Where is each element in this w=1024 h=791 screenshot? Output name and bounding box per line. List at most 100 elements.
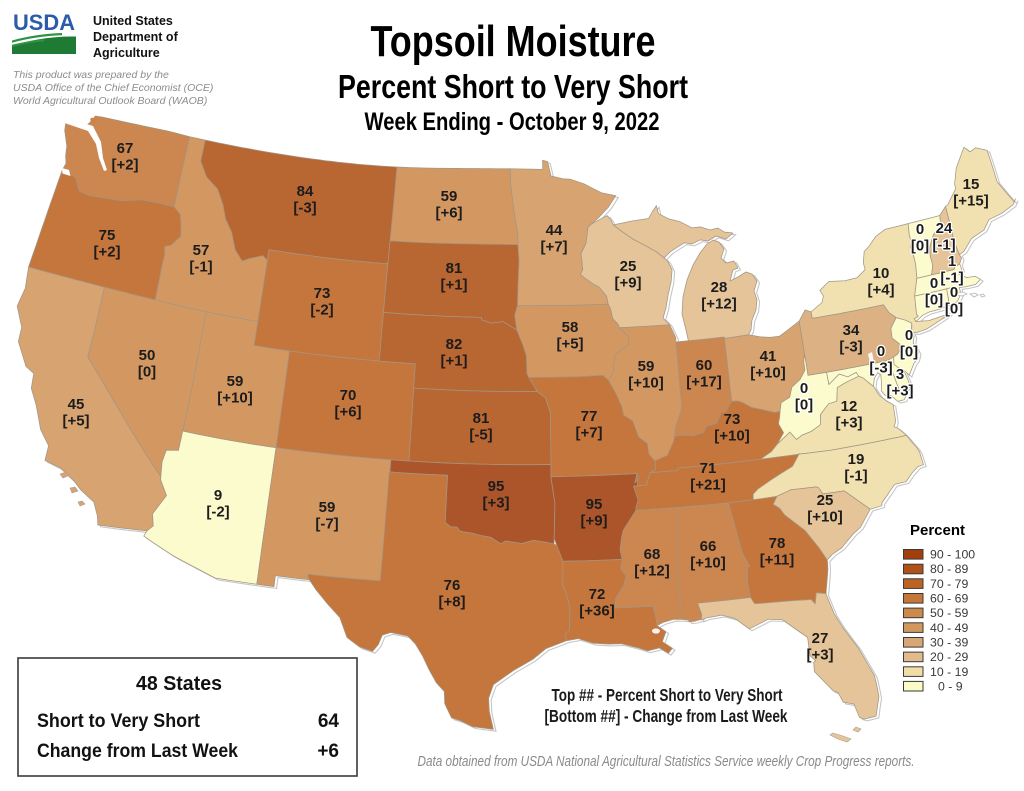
svg-text:[0]: [0] — [925, 292, 943, 309]
svg-text:[+11]: [+11] — [760, 552, 795, 569]
svg-text:Change from Last Week: Change from Last Week — [37, 741, 238, 762]
svg-text:[+3]: [+3] — [482, 495, 509, 512]
svg-text:27: 27 — [812, 630, 829, 647]
svg-text:[-2]: [-2] — [310, 302, 333, 319]
svg-text:[+6]: [+6] — [334, 404, 361, 421]
svg-text:57: 57 — [193, 242, 210, 259]
svg-text:[-3]: [-3] — [293, 200, 316, 217]
svg-text:[+10]: [+10] — [807, 509, 842, 526]
svg-text:[+10]: [+10] — [628, 375, 663, 392]
svg-text:[+17]: [+17] — [686, 374, 721, 391]
svg-text:80 - 89: 80 - 89 — [930, 562, 968, 576]
svg-text:70 - 79: 70 - 79 — [930, 577, 968, 591]
svg-text:60: 60 — [696, 357, 713, 374]
svg-text:67: 67 — [117, 140, 134, 157]
svg-text:68: 68 — [644, 546, 661, 563]
svg-text:Department of: Department of — [93, 30, 179, 44]
svg-text:50: 50 — [139, 347, 156, 364]
svg-text:71: 71 — [700, 460, 717, 477]
svg-text:3: 3 — [896, 366, 904, 383]
svg-text:45: 45 — [68, 396, 85, 413]
svg-text:10: 10 — [873, 265, 890, 282]
svg-text:59: 59 — [227, 373, 244, 390]
svg-text:81: 81 — [473, 410, 490, 427]
svg-text:72: 72 — [589, 586, 606, 603]
svg-text:Agriculture: Agriculture — [93, 46, 160, 60]
svg-text:Percent Short to Very Short: Percent Short to Very Short — [338, 68, 688, 105]
svg-text:[+4]: [+4] — [867, 282, 894, 299]
svg-text:34: 34 — [843, 322, 860, 339]
svg-text:[+3]: [+3] — [835, 415, 862, 432]
svg-text:[+8]: [+8] — [438, 594, 465, 611]
svg-text:[-1]: [-1] — [189, 259, 212, 276]
svg-text:[-2]: [-2] — [206, 504, 229, 521]
svg-text:[+1]: [+1] — [440, 277, 467, 294]
svg-text:[+2]: [+2] — [93, 244, 120, 261]
svg-text:World Agricultural Outlook Boa: World Agricultural Outlook Board (WAOB) — [13, 95, 207, 107]
svg-text:[+10]: [+10] — [217, 390, 252, 407]
svg-text:30 - 39: 30 - 39 — [930, 636, 968, 650]
svg-text:USDA: USDA — [13, 10, 75, 35]
svg-text:[0]: [0] — [138, 364, 156, 381]
svg-text:[0]: [0] — [900, 344, 918, 361]
svg-text:Week Ending - October 9, 2022: Week Ending - October 9, 2022 — [365, 108, 660, 136]
svg-text:0: 0 — [950, 284, 958, 301]
svg-text:75: 75 — [99, 227, 116, 244]
svg-text:81: 81 — [446, 260, 463, 277]
svg-text:10 - 19: 10 - 19 — [930, 665, 968, 679]
svg-text:[+9]: [+9] — [580, 513, 607, 530]
svg-text:+6: +6 — [317, 741, 339, 762]
svg-text:64: 64 — [318, 711, 340, 732]
svg-text:[+5]: [+5] — [556, 336, 583, 353]
svg-text:12: 12 — [841, 398, 858, 415]
svg-text:[+10]: [+10] — [690, 555, 725, 572]
svg-text:73: 73 — [724, 411, 741, 428]
svg-text:19: 19 — [848, 451, 865, 468]
svg-text:59: 59 — [441, 188, 458, 205]
svg-text:0 - 9: 0 - 9 — [938, 679, 963, 693]
svg-text:60 - 69: 60 - 69 — [930, 592, 968, 606]
svg-text:[-3]: [-3] — [839, 339, 862, 356]
svg-text:[+2]: [+2] — [111, 157, 138, 174]
svg-text:[0]: [0] — [795, 397, 813, 414]
svg-text:9: 9 — [214, 487, 222, 504]
svg-text:0: 0 — [905, 327, 913, 344]
svg-text:25: 25 — [817, 492, 834, 509]
svg-text:77: 77 — [581, 408, 598, 425]
svg-text:0: 0 — [800, 380, 808, 397]
svg-text:[-3]: [-3] — [869, 360, 892, 377]
svg-text:[+21]: [+21] — [690, 477, 725, 494]
svg-text:[+7]: [+7] — [575, 425, 602, 442]
svg-text:[+3]: [+3] — [886, 383, 913, 400]
svg-text:73: 73 — [314, 285, 331, 302]
svg-text:[+36]: [+36] — [579, 603, 614, 620]
svg-text:[-1]: [-1] — [932, 237, 955, 254]
svg-text:Topsoil Moisture: Topsoil Moisture — [371, 17, 656, 66]
svg-text:0: 0 — [930, 275, 938, 292]
svg-text:70: 70 — [340, 387, 357, 404]
svg-text:20 - 29: 20 - 29 — [930, 650, 968, 664]
svg-text:[+12]: [+12] — [701, 296, 736, 313]
svg-text:This product was prepared by t: This product was prepared by the — [13, 69, 169, 81]
svg-text:95: 95 — [586, 496, 603, 513]
svg-text:25: 25 — [620, 258, 637, 275]
svg-text:58: 58 — [562, 319, 579, 336]
svg-text:[+3]: [+3] — [806, 647, 833, 664]
svg-text:[Bottom ##] - Change from Last: [Bottom ##] - Change from Last Week — [545, 706, 788, 726]
svg-text:66: 66 — [700, 538, 717, 555]
svg-text:90 - 100: 90 - 100 — [930, 548, 975, 562]
svg-text:[-5]: [-5] — [469, 427, 492, 444]
svg-text:24: 24 — [936, 220, 953, 237]
svg-text:[+12]: [+12] — [634, 563, 669, 580]
svg-text:84: 84 — [297, 183, 314, 200]
svg-text:[+7]: [+7] — [540, 239, 567, 256]
svg-text:USDA Office of the Chief Econo: USDA Office of the Chief Economist (OCE) — [13, 82, 213, 94]
svg-text:76: 76 — [444, 577, 461, 594]
svg-text:[-7]: [-7] — [315, 516, 338, 533]
svg-text:[+9]: [+9] — [614, 275, 641, 292]
svg-text:[0]: [0] — [911, 238, 929, 255]
svg-text:[+6]: [+6] — [435, 205, 462, 222]
svg-text:28: 28 — [711, 279, 728, 296]
svg-text:41: 41 — [760, 348, 777, 365]
svg-text:[+1]: [+1] — [440, 353, 467, 370]
